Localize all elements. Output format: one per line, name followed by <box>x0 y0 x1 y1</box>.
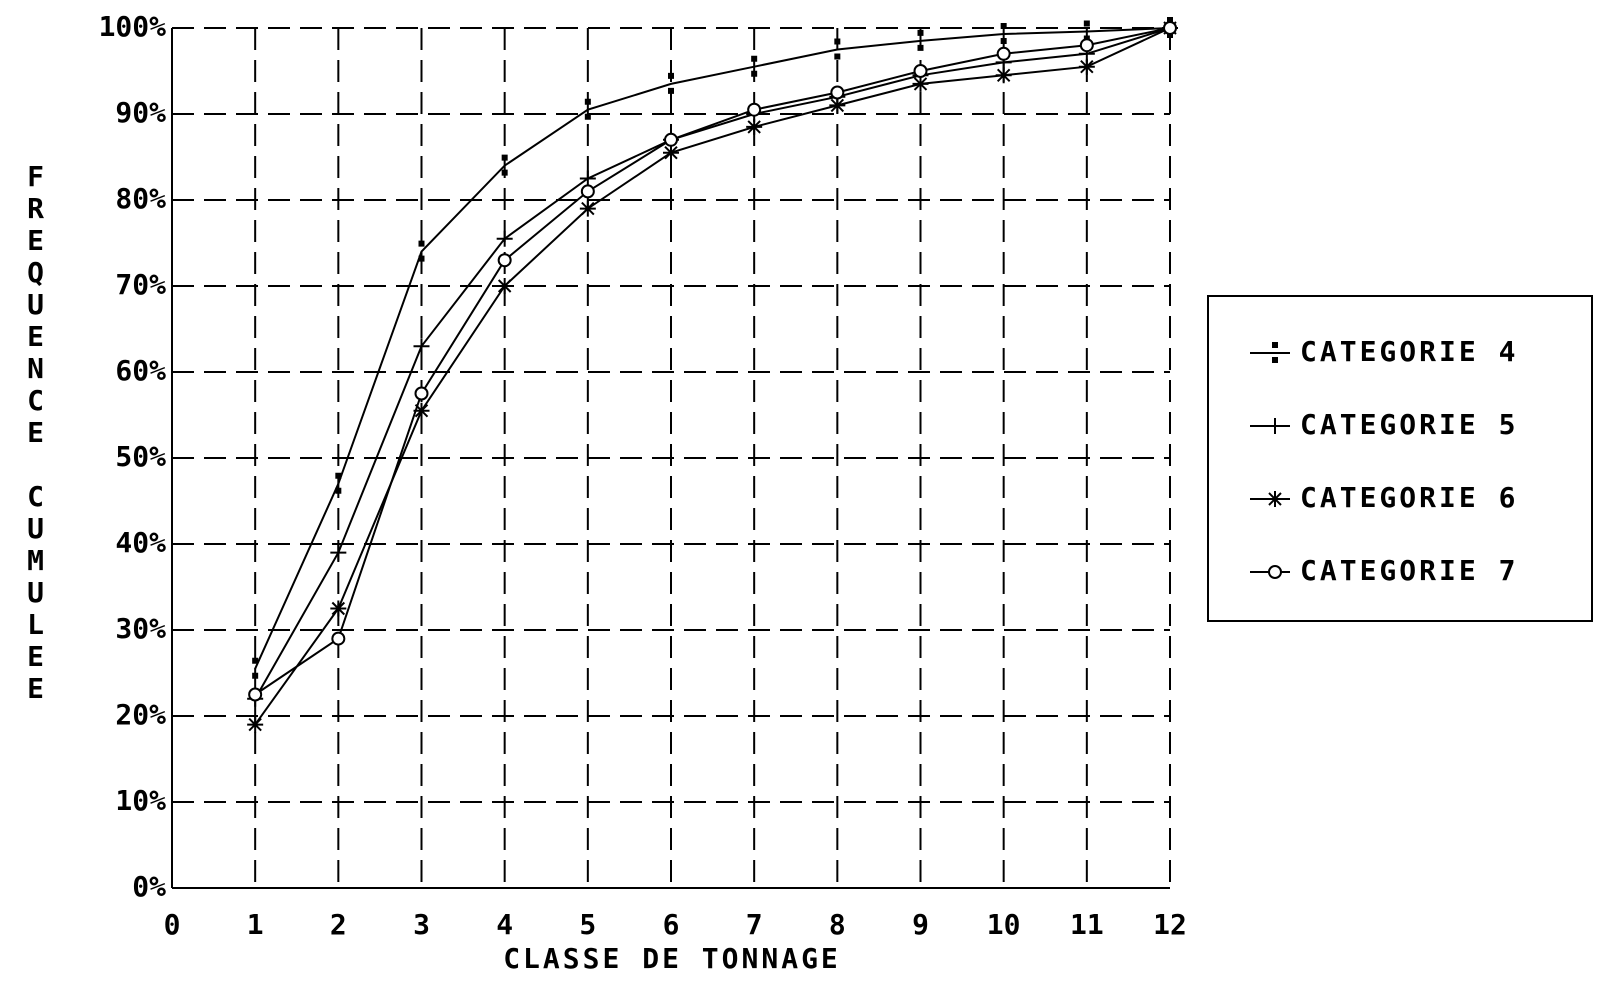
marker <box>913 64 928 78</box>
marker <box>413 402 430 419</box>
marker <box>331 631 346 646</box>
y-tick-label: 50% <box>115 440 166 473</box>
y-tick-label: 20% <box>115 698 166 731</box>
x-tick-label: 8 <box>829 908 846 941</box>
marker <box>995 67 1012 84</box>
legend-label: CATEGORIE 7 <box>1300 554 1518 587</box>
marker <box>1267 418 1283 434</box>
marker <box>584 98 591 120</box>
x-tick-label: 0 <box>164 908 181 941</box>
marker <box>579 200 596 217</box>
y-tick-label: 70% <box>115 268 166 301</box>
marker <box>330 600 347 617</box>
marker <box>496 278 513 294</box>
legend-label: CATEGORIE 4 <box>1300 335 1518 368</box>
x-tick-label: 3 <box>413 908 430 941</box>
marker <box>834 38 841 60</box>
marker <box>829 97 846 114</box>
x-tick-label: 6 <box>663 908 680 941</box>
marker <box>1268 565 1282 579</box>
series-line <box>254 27 1171 670</box>
y-tick-label: 60% <box>115 354 166 387</box>
x-tick-label: 12 <box>1153 908 1187 941</box>
marker <box>501 154 508 176</box>
x-axis-label: CLASSE DE TONNAGE <box>503 942 841 975</box>
series-line <box>254 27 1171 726</box>
marker <box>1272 342 1278 363</box>
x-tick-label: 7 <box>746 908 763 941</box>
y-tick-label: 100% <box>99 10 167 43</box>
x-tick-label: 11 <box>1070 908 1104 941</box>
marker <box>830 85 845 100</box>
x-tick-label: 1 <box>247 908 264 941</box>
marker <box>668 72 674 94</box>
y-tick-label: 10% <box>115 784 166 817</box>
series-line <box>254 27 1171 700</box>
marker <box>413 338 430 355</box>
marker <box>746 118 763 135</box>
marker <box>330 544 347 561</box>
x-tick-label: 4 <box>496 908 513 941</box>
marker <box>580 184 595 199</box>
marker <box>747 102 762 117</box>
marker <box>1163 21 1177 35</box>
marker <box>418 240 425 262</box>
x-tick-label: 9 <box>912 908 929 941</box>
y-tick-label: 30% <box>115 612 166 645</box>
legend-label: CATEGORIE 5 <box>1300 408 1518 441</box>
legend-label: CATEGORIE 6 <box>1300 481 1518 514</box>
y-tick-label: 40% <box>115 526 166 559</box>
series-line <box>254 27 1171 696</box>
marker <box>252 657 259 679</box>
marker <box>497 253 512 268</box>
marker <box>335 472 342 494</box>
marker <box>579 170 596 187</box>
marker <box>1000 23 1007 45</box>
marker <box>1079 38 1094 53</box>
marker <box>996 46 1011 61</box>
x-tick-label: 5 <box>579 908 596 941</box>
marker <box>1078 58 1095 75</box>
marker <box>917 29 924 51</box>
y-tick-label: 90% <box>115 96 166 129</box>
marker <box>912 75 929 92</box>
legend-box <box>1207 295 1593 622</box>
marker <box>248 687 263 702</box>
marker <box>496 230 513 247</box>
marker <box>663 144 679 161</box>
y-tick-label: 0% <box>132 870 166 903</box>
marker <box>247 716 264 733</box>
marker <box>751 55 758 77</box>
marker <box>1267 491 1283 507</box>
marker <box>414 386 429 401</box>
y-axis-label: FREQUENCE CUMULEE <box>19 160 52 704</box>
x-tick-label: 2 <box>330 908 347 941</box>
marker <box>664 132 678 147</box>
x-tick-label: 10 <box>987 908 1021 941</box>
y-tick-label: 80% <box>115 182 166 215</box>
